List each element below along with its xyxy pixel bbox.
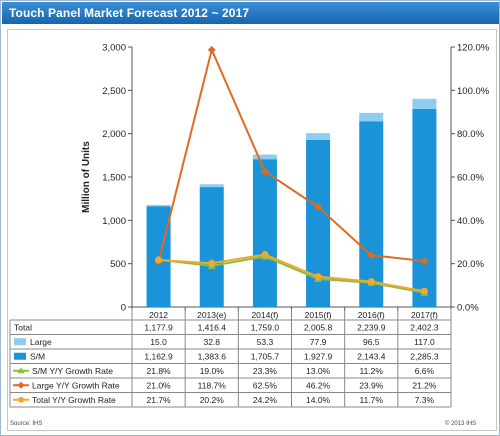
x-tick-label: 2013(e) — [197, 310, 226, 320]
table-cell: 2,239.9 — [357, 322, 386, 332]
bar-large — [412, 98, 437, 109]
table-cell: 62.5% — [253, 380, 278, 390]
table-cell: 21.8% — [147, 366, 172, 376]
bar-large — [306, 133, 331, 140]
legend-marker — [18, 396, 24, 403]
table-cell: 11.7% — [360, 395, 384, 405]
table-cell: 46.2% — [306, 380, 331, 390]
table-cell: 6.6% — [415, 366, 435, 376]
chart-area — [7, 29, 497, 431]
table-cell: 21.2% — [412, 380, 437, 390]
data-point-circle-marker — [314, 273, 322, 281]
data-point-diamond-marker — [314, 202, 323, 211]
data-point-circle-marker — [208, 259, 216, 267]
y-tick-label: 0 — [121, 303, 126, 314]
y-tick-label: 3,000 — [102, 43, 126, 54]
x-tick-label: 2016(f) — [358, 310, 385, 320]
table-cell: 1,416.4 — [198, 322, 227, 332]
table-cell: 11.2% — [360, 366, 384, 376]
copyright-note: © 2013 IHS — [445, 421, 477, 427]
table-cell: 15.0 — [150, 337, 167, 347]
table-cell: 2,285.3 — [410, 351, 439, 361]
data-point-diamond-marker — [420, 257, 429, 266]
table-cell: 13.0% — [306, 366, 331, 376]
bar-sm — [252, 159, 277, 307]
table-cell: 96.5 — [363, 337, 380, 347]
bar-sm — [412, 108, 437, 307]
table-cell: 2,005.8 — [304, 322, 333, 332]
legend-swatch-sm — [14, 352, 26, 360]
line-series-1 — [157, 46, 425, 263]
bar-sm — [306, 139, 331, 307]
table-row-label: S/M — [30, 351, 45, 361]
y-axis-label: Million of Units — [81, 141, 92, 213]
y-tick-label: 500 — [110, 259, 126, 270]
table-cell: 77.9 — [310, 337, 327, 347]
table-row-label: Total — [14, 322, 32, 332]
data-point-circle-marker — [261, 250, 269, 259]
table-cell: 24.2% — [253, 395, 278, 405]
y2-tick-label: 100.0% — [457, 86, 490, 97]
y-tick-label: 2,500 — [102, 86, 126, 97]
y-tick-label: 1,500 — [102, 173, 126, 184]
data-point-diamond-marker — [260, 167, 269, 176]
y-tick-label: 1,000 — [102, 216, 126, 227]
y2-tick-label: 40.0% — [457, 216, 484, 227]
y2-tick-label: 80.0% — [457, 129, 484, 140]
y-tick-label: 2,000 — [102, 129, 126, 140]
table-cell: 1,927.9 — [304, 351, 333, 361]
bar-large — [252, 154, 277, 160]
table-cell: 2,402.3 — [410, 322, 439, 332]
table-cell: 117.0 — [414, 337, 435, 347]
source-note: Source: IHS — [10, 421, 43, 427]
table-cell: 21.7% — [147, 395, 172, 405]
table-cell: 1,162.9 — [144, 351, 173, 361]
table-cell: 1,383.6 — [198, 351, 227, 361]
table-cell: 7.3% — [415, 395, 435, 405]
y2-tick-label: 60.0% — [457, 173, 484, 184]
data-point-circle-marker — [420, 287, 429, 295]
table-row-label: Total Y/Y Growth Rate — [32, 395, 116, 405]
data-point-diamond-marker — [207, 45, 216, 54]
table-cell: 53.3 — [257, 337, 274, 347]
legend-swatch-large — [14, 338, 26, 346]
y2-tick-label: 20.0% — [457, 259, 484, 270]
legend-marker — [17, 381, 25, 389]
table-cell: 19.0% — [200, 366, 225, 376]
table-cell: 21.0% — [147, 380, 172, 390]
x-tick-label: 2014(f) — [251, 310, 278, 320]
bar-sm — [199, 187, 224, 307]
data-point-diamond-marker — [367, 251, 376, 260]
table-row-label: S/M Y/Y Growth Rate — [32, 366, 113, 376]
table-cell: 14.0% — [306, 395, 331, 405]
table-cell: 20.2% — [200, 395, 225, 405]
x-tick-label: 2012 — [149, 310, 168, 320]
table-cell: 1,759.0 — [251, 322, 280, 332]
table-cell: 23.9% — [359, 380, 384, 390]
table-cell: 2,143.4 — [357, 351, 386, 361]
bar-large — [146, 204, 171, 207]
table-cell: 32.8 — [203, 337, 220, 347]
bar-large — [359, 112, 384, 122]
y2-tick-label: 120.0% — [457, 43, 490, 54]
table-row-label: Large Y/Y Growth Rate — [32, 380, 120, 390]
table-cell: 1,177.9 — [144, 322, 173, 332]
table-cell: 23.3% — [253, 366, 278, 376]
table-row-label: Large — [30, 337, 52, 347]
data-point-circle-marker — [367, 278, 375, 286]
bar-large — [199, 184, 224, 188]
line-series-2 — [158, 253, 425, 293]
title-bar: Touch Panel Market Forecast 2012 ~ 2017 — [2, 2, 499, 24]
x-tick-label: 2015(f) — [305, 310, 332, 320]
y2-tick-label: 0.0% — [457, 303, 479, 314]
data-point-circle-marker — [154, 256, 163, 264]
legend-marker — [17, 367, 25, 374]
chart-title: Touch Panel Market Forecast 2012 ~ 2017 — [9, 6, 250, 20]
bar-sm — [359, 121, 384, 307]
x-tick-label: 2017(f) — [411, 310, 438, 320]
line-series-0 — [158, 255, 425, 294]
table-cell: 118.7% — [198, 380, 227, 390]
table-cell: 1,705.7 — [251, 351, 280, 361]
